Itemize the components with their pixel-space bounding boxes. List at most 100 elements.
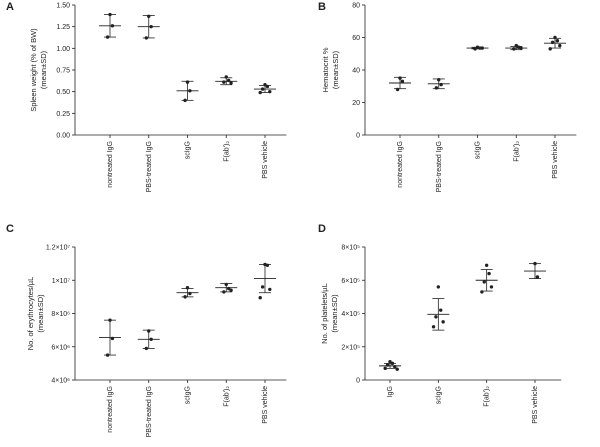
data-point <box>489 285 494 289</box>
data-point <box>512 47 516 51</box>
panel-b: B Hematocrit % (mean±SD) 0 20 40 60 80 nontreate… <box>318 1 577 192</box>
data-point <box>224 282 228 287</box>
data-point <box>553 35 557 40</box>
data-point <box>395 367 399 371</box>
y-tick-label: 60 <box>352 35 360 42</box>
panel-letter: B <box>318 1 326 13</box>
data-point <box>147 14 151 18</box>
data-point <box>260 285 265 289</box>
data-point <box>226 286 231 291</box>
y-axis-title: Spleen weight (% of BW) <box>29 28 38 112</box>
y-axis-title: No. of platelets/µL <box>320 283 329 344</box>
data-point <box>265 263 270 267</box>
y-tick-label: 20 <box>352 100 360 107</box>
data-point <box>263 83 267 87</box>
x-category-label: PBS-treated IgG <box>436 141 443 192</box>
x-category-label: PBS-treated IgG <box>146 386 153 437</box>
data-point <box>535 275 540 279</box>
x-category-label: F(ab')₂ <box>223 386 230 407</box>
y-tick-label: 6×10⁶ <box>51 344 70 351</box>
data-point <box>144 36 149 40</box>
data-point <box>229 81 233 85</box>
y-axis-title: No. of erythrocytes/µL <box>26 277 35 351</box>
data-point <box>482 280 486 284</box>
data-point <box>434 315 438 319</box>
data-point <box>436 285 441 289</box>
data-point <box>149 24 153 29</box>
panel-a: A Spleen weight (% of BW) (mean±SD) 0.00 0.2… <box>6 1 287 192</box>
data-point <box>268 287 272 292</box>
data-point <box>548 47 552 51</box>
y-tick-label: 1×10⁷ <box>52 278 71 285</box>
x-category-label: scIgG <box>435 386 442 404</box>
y-tick-label: 0.75 <box>56 68 70 75</box>
data-point <box>268 89 272 94</box>
data-point <box>473 47 477 51</box>
data-point <box>558 43 562 48</box>
data-point <box>398 76 402 80</box>
y-tick-label: 0 <box>356 378 360 385</box>
data-point <box>478 46 482 50</box>
data-point <box>110 336 115 341</box>
data-point <box>550 40 555 45</box>
data-point <box>439 82 443 87</box>
data-point <box>188 291 192 296</box>
y-tick-label: 0 <box>356 133 360 140</box>
data-point <box>431 325 436 329</box>
y-tick-label: 1.00 <box>56 46 70 53</box>
data-point <box>222 290 226 294</box>
data-point <box>144 346 149 351</box>
data-point <box>487 271 491 276</box>
data-point <box>108 318 112 322</box>
data-point <box>400 79 405 84</box>
data-point <box>188 89 192 93</box>
x-category-label: scIgG <box>475 141 482 159</box>
x-category-label: PBS-treated IgG <box>146 141 153 192</box>
data-point <box>185 80 190 84</box>
y-tick-label: 2×10⁵ <box>341 344 360 351</box>
data-point <box>185 286 190 290</box>
x-category-label: scIgG <box>185 141 192 159</box>
data-point <box>383 366 387 371</box>
data-point <box>385 363 390 367</box>
y-tick-label: 40 <box>352 68 360 75</box>
x-category-label: F(ab')₂ <box>513 141 520 162</box>
y-axis-title: Hematocrit % <box>321 47 330 92</box>
data-point <box>149 337 153 341</box>
data-point <box>395 87 400 92</box>
y-tick-label: 4×10⁶ <box>51 378 70 385</box>
y-tick-label: 8×10⁵ <box>341 245 360 252</box>
y-tick-label: 8×10⁶ <box>51 311 70 318</box>
data-point <box>265 84 270 89</box>
x-category-label: IgG <box>387 386 394 397</box>
x-category-label: nontreated IgG <box>397 141 404 188</box>
data-point <box>434 86 439 90</box>
y-axis-subtitle: (mean±SD) <box>39 50 48 89</box>
y-tick-label: 6×10⁵ <box>341 278 360 285</box>
data-point <box>260 87 265 91</box>
y-axis-subtitle: (mean±SD) <box>331 50 340 89</box>
panel-letter: A <box>6 1 14 13</box>
data-point <box>441 320 445 324</box>
data-point <box>258 90 262 95</box>
y-tick-label: 1.50 <box>56 3 70 10</box>
y-tick-label: 1.2×10⁷ <box>46 245 71 252</box>
data-point <box>110 24 115 28</box>
panel-letter: D <box>318 223 326 235</box>
data-point <box>183 98 187 103</box>
data-point <box>390 361 395 366</box>
data-point <box>229 288 233 292</box>
x-category-label: PBS vehicle <box>532 386 539 424</box>
data-point <box>105 353 110 357</box>
x-category-label: scIgG <box>185 386 192 404</box>
data-point <box>222 80 226 84</box>
x-category-label: PBS vehicle <box>262 386 269 424</box>
data-point <box>519 46 523 50</box>
x-category-label: PBS vehicle <box>552 141 559 179</box>
x-category-label: nontreated IgG <box>107 386 114 433</box>
x-category-label: nontreated IgG <box>107 141 114 188</box>
data-point <box>484 263 489 267</box>
y-axis-subtitle: (mean±SD) <box>36 294 45 333</box>
data-point <box>480 290 484 294</box>
